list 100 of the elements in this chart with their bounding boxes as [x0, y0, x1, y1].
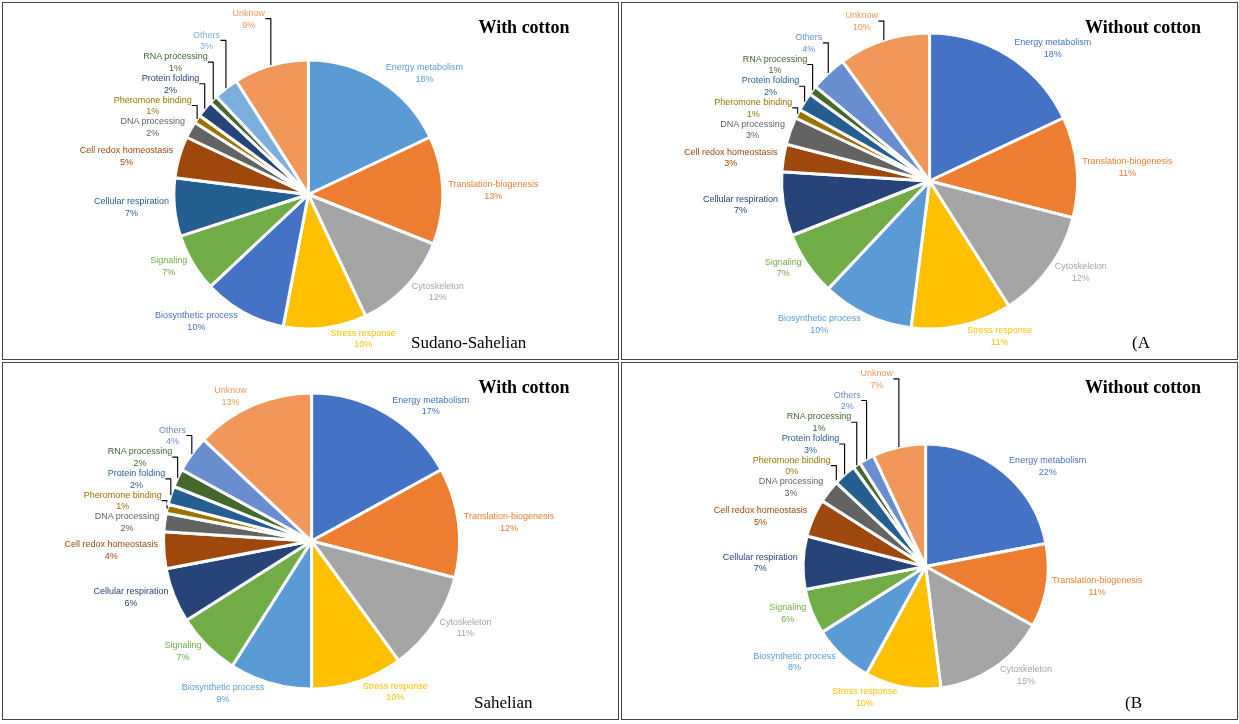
slice-label: Signaling — [164, 640, 202, 651]
data-label: 8% — [788, 662, 802, 673]
slice-label: Cellular respiration — [722, 551, 798, 562]
slice-label: Cell redox homeostasis — [683, 146, 778, 157]
data-label: 7% — [162, 266, 176, 277]
data-label: 2% — [763, 87, 777, 98]
slice-label: Cellular respiration — [702, 193, 778, 204]
slice-label: DNA processing — [120, 116, 186, 127]
slice-label: DNA processing — [720, 118, 785, 129]
slice-label: Unknow — [232, 7, 266, 18]
data-label: 18% — [415, 74, 434, 85]
slice-label: Signaling — [769, 602, 807, 613]
slice-label: Energy metabolism — [392, 394, 470, 405]
slice-label: Unknow — [214, 385, 248, 396]
text: Without cotton — [1084, 377, 1202, 398]
data-label: 9% — [242, 19, 256, 30]
slice-label: Cell redox homeostasis — [713, 505, 808, 516]
data-label: 7% — [176, 651, 190, 662]
data-label: 5% — [120, 156, 134, 167]
slice-label: Biosynthetic process — [753, 650, 837, 661]
data-label: 22% — [1038, 466, 1057, 477]
data-label: 4% — [165, 436, 179, 447]
slice-label: Cytoskeleton — [411, 280, 464, 291]
text: 0% — [785, 466, 799, 477]
data-label: 13% — [221, 396, 240, 407]
data-label: 10% — [852, 21, 871, 32]
category-label: Pheromone binding — [752, 454, 831, 465]
chart-title: With cotton — [478, 377, 570, 398]
data-label: 2% — [164, 84, 178, 95]
data-label: 10% — [187, 321, 206, 332]
data-label: 1% — [169, 62, 183, 73]
slice-label: Cytoskeleton — [999, 664, 1052, 675]
slice-label: DNA processing — [94, 511, 160, 522]
slice-label: Cytoskeleton — [1054, 260, 1107, 271]
slice-label: Stress response — [362, 680, 428, 691]
slice-label: RNA processing — [143, 51, 208, 62]
data-label: 10% — [855, 698, 874, 709]
slice-label: Cellular respiration — [93, 196, 170, 207]
text: Sudano-Sahelian — [411, 333, 527, 352]
slice-label: DNA processing — [758, 476, 824, 487]
slice-label: Energy metabolism — [1009, 454, 1087, 465]
data-label: 3% — [724, 158, 738, 169]
data-label: 1% — [746, 108, 760, 119]
data-label: 3% — [746, 130, 760, 141]
slice-label: Stress response — [832, 686, 898, 697]
text: (A — [1132, 333, 1151, 352]
data-label: 12% — [428, 292, 447, 303]
chart-title: Without cotton — [1084, 17, 1202, 38]
slice-label: RNA processing — [107, 446, 173, 457]
data-label: 10% — [386, 692, 405, 703]
slice-label: Pheromone binding — [83, 489, 162, 500]
slice-label: Cytoskeleton — [439, 616, 492, 627]
data-label: 7% — [125, 208, 139, 219]
data-label: 2% — [120, 523, 134, 534]
data-label: 2% — [130, 479, 144, 490]
data-label: 11% — [1088, 586, 1106, 597]
slice-label: Others — [795, 31, 823, 42]
data-label: 3% — [784, 488, 798, 499]
slice-label: Signaling — [150, 254, 188, 265]
slice-label: Protein folding — [781, 433, 840, 444]
data-label: 18% — [1043, 49, 1062, 60]
data-label: 1% — [146, 106, 160, 117]
data-label: 10% — [810, 324, 829, 335]
data-label: 2% — [133, 458, 147, 469]
data-label: 13% — [484, 191, 503, 202]
data-label: 3% — [803, 444, 817, 455]
data-label: 1% — [812, 423, 826, 434]
data-label: 7% — [870, 379, 884, 390]
data-label: 6% — [124, 597, 138, 608]
slice-label: RNA processing — [742, 53, 808, 64]
slice-label: Others — [192, 29, 221, 40]
slice-label: Biosynthetic process — [181, 682, 265, 693]
slice-label: Pheromone binding — [714, 97, 793, 108]
data-label: 5% — [753, 516, 767, 527]
slice-label: Signaling — [764, 256, 802, 267]
data-label: 1% — [768, 65, 782, 76]
data-label: 12% — [499, 523, 518, 534]
slice-label: Pheromone binding — [113, 94, 192, 105]
slice-label: Cell redox homeostasis — [64, 539, 159, 550]
slice-label: Unknow — [845, 10, 879, 21]
slice-label: Translation-biogenesis — [1082, 156, 1174, 167]
data-label: 9% — [216, 693, 230, 704]
data-label: 4% — [104, 551, 118, 562]
slice-label: Protein folding — [107, 468, 166, 479]
slice-label: Stress response — [330, 327, 396, 338]
slice-label: Stress response — [967, 324, 1033, 335]
slice-label: Translation-biogenesis — [448, 179, 539, 190]
slice-label: Others — [833, 389, 862, 400]
data-label: 6% — [781, 613, 795, 624]
slice-label: Translation-biogenesis — [1052, 575, 1143, 586]
slice-label: Others — [158, 424, 187, 435]
slice-label: Translation-biogenesis — [463, 511, 555, 522]
data-label: 7% — [753, 563, 767, 574]
slice-label: Protein folding — [741, 75, 800, 86]
data-label: 12% — [1071, 272, 1090, 283]
slice-label: Cell redox homeostasis — [79, 145, 174, 156]
slice-label: Unknow — [860, 367, 894, 378]
data-label: 2% — [146, 128, 160, 139]
slice-label: Biosynthetic process — [155, 309, 239, 320]
data-label: 11% — [1118, 167, 1137, 178]
